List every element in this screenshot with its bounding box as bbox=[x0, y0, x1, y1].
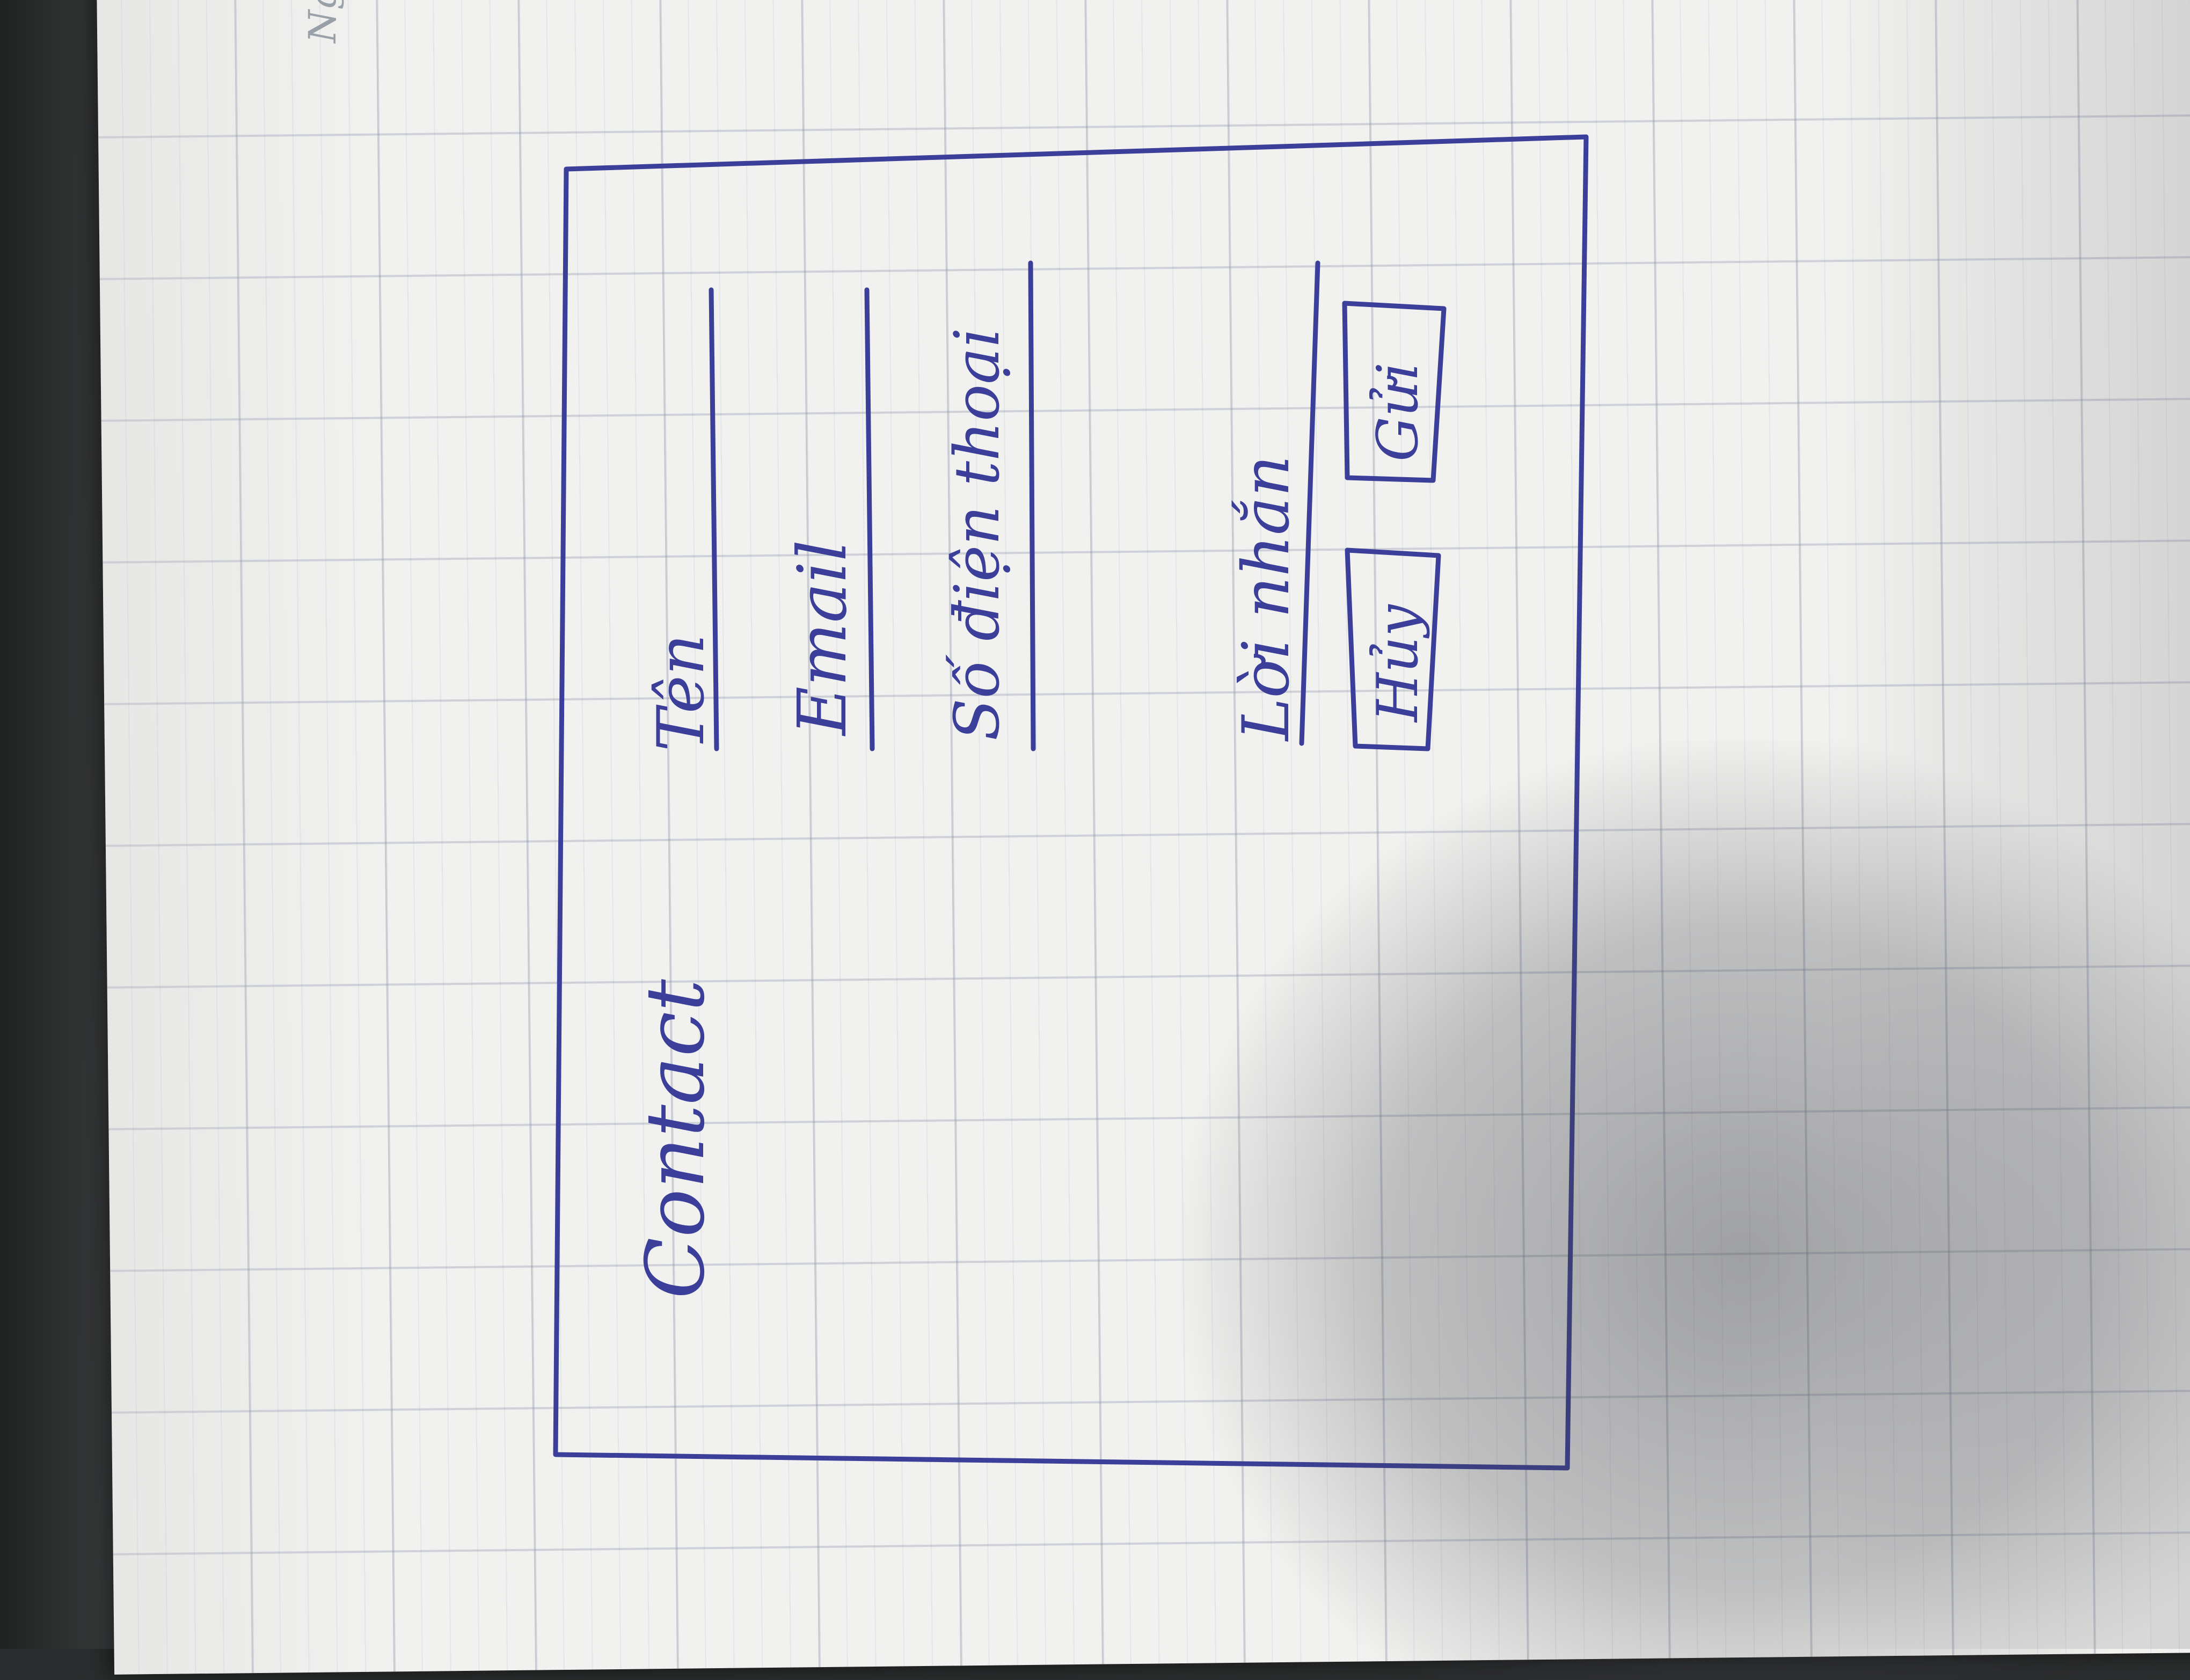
submit-button[interactable]: Gửi bbox=[1342, 301, 1447, 483]
field-label-name: Tên bbox=[644, 634, 719, 751]
cancel-button-border bbox=[1345, 547, 1441, 751]
field-label-phone: Số điện thoại bbox=[941, 327, 1013, 741]
field-label-email: Email bbox=[784, 540, 862, 736]
submit-button-border bbox=[1342, 301, 1447, 483]
field-line-phone bbox=[1028, 260, 1036, 751]
field-label-message: Lời nhắn bbox=[1229, 455, 1304, 742]
form-frame bbox=[553, 134, 1589, 1471]
cancel-button-label: Hủy bbox=[1365, 604, 1430, 723]
form-title: Contact bbox=[629, 979, 722, 1299]
field-line-message bbox=[1299, 260, 1320, 746]
field-line-name bbox=[709, 287, 719, 751]
submit-button-label: Gửi bbox=[1365, 362, 1430, 462]
field-line-email bbox=[864, 287, 875, 751]
cancel-button[interactable]: Hủy bbox=[1345, 547, 1441, 751]
